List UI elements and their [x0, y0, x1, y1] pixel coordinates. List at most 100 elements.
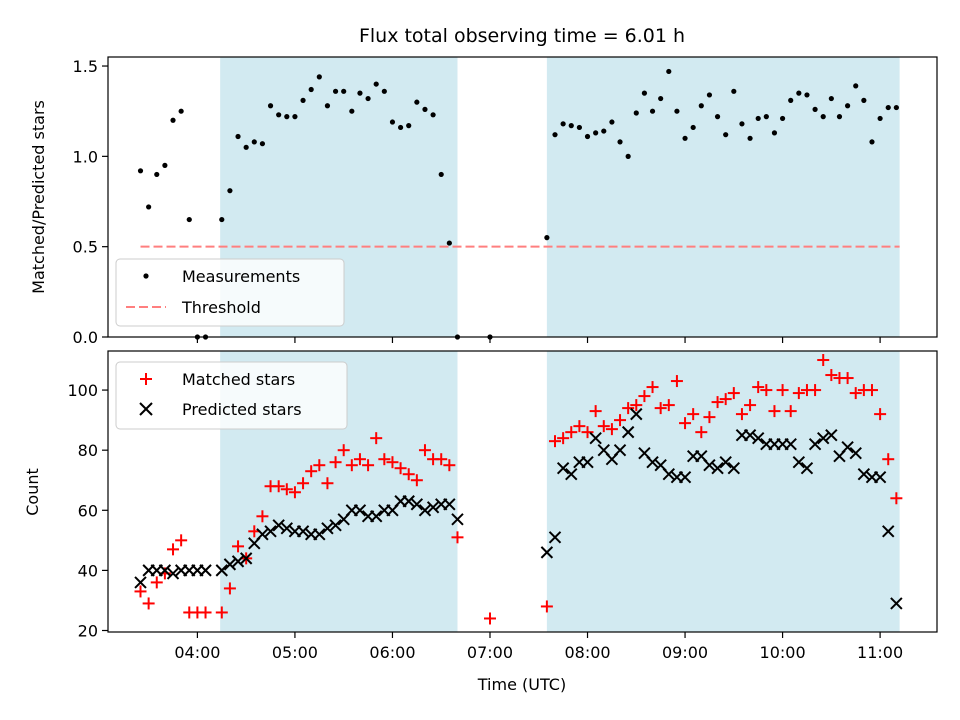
x-stroke — [239, 552, 253, 565]
measurement-point — [706, 92, 713, 98]
predicted-star-point — [239, 552, 253, 565]
measurement-point — [747, 135, 753, 141]
matched-star-point — [670, 375, 683, 388]
top-y-axis-label: Matched/Predicted stars — [29, 100, 48, 294]
x-stroke — [792, 455, 806, 469]
predicted-star-point — [678, 471, 692, 484]
measurement-point — [576, 124, 582, 131]
top-ytick-label: 1.0 — [73, 147, 98, 166]
matched-star-point — [662, 399, 675, 412]
measurement-point — [560, 121, 566, 127]
measurement-point — [877, 115, 883, 122]
measurement-point — [552, 132, 558, 138]
predicted-star-point — [556, 462, 570, 475]
matched-star-point — [719, 393, 732, 406]
x-stroke — [808, 437, 822, 451]
x-stroke — [199, 564, 212, 577]
x-stroke — [621, 425, 635, 439]
top-y-axis: 0.0 0.5 1.0 1.5 — [73, 57, 108, 347]
x-stroke — [264, 525, 277, 538]
top-plot-frame — [107, 56, 938, 338]
x-stroke — [719, 455, 732, 469]
measurement-point — [146, 204, 152, 210]
predicted-star-point — [215, 564, 228, 577]
x-stroke — [890, 597, 903, 610]
measurement-point — [649, 108, 656, 114]
matched-star-point — [622, 402, 635, 415]
matched-star-point — [809, 384, 822, 397]
predicted-star-point — [857, 468, 871, 481]
x-stroke — [321, 522, 334, 535]
matched-star-point — [776, 384, 789, 397]
predicted-star-point — [231, 555, 245, 568]
predicted-star-point — [199, 564, 212, 577]
matched-star-point — [321, 477, 334, 490]
x-stroke — [134, 576, 147, 589]
predicted-star-point — [873, 471, 887, 484]
predicted-star-point — [256, 528, 269, 541]
matched-star-point — [687, 408, 700, 421]
x-stroke — [410, 498, 424, 511]
top-ytick-label: 0.5 — [73, 238, 98, 257]
predicted-star-point — [134, 576, 147, 589]
bottom-ytick-label: 100 — [67, 381, 98, 400]
predicted-star-point — [751, 431, 765, 445]
predicted-star-point — [451, 513, 464, 526]
predicted-star-point — [621, 425, 635, 439]
matched-star-point — [134, 585, 147, 598]
matched-star-point — [735, 408, 748, 421]
predicted-star-point — [296, 525, 310, 538]
predicted-star-point — [313, 528, 326, 541]
matched-star-point — [386, 456, 399, 469]
matched-star-point — [703, 411, 716, 424]
predicted-star-point — [321, 522, 334, 535]
measurement-point — [243, 144, 249, 150]
measurement-point — [430, 112, 436, 118]
matched-star-point — [882, 453, 895, 466]
top-panel: 0.0 0.5 1.0 1.5 Matched/Predicted stars Mea… — [29, 56, 938, 347]
predicted-star-point — [548, 531, 562, 544]
measurement-point — [893, 104, 899, 111]
matched-star-point — [483, 612, 496, 625]
predicted-star-point — [849, 446, 862, 460]
x-stroke — [369, 510, 383, 523]
matched-star-point — [792, 387, 805, 400]
matched-stars-series — [134, 354, 903, 625]
predicted-star-point — [280, 522, 294, 535]
matched-star-point — [744, 399, 757, 412]
measurement-point — [259, 141, 266, 147]
bottom-ytick-label: 80 — [78, 441, 98, 460]
x-stroke — [703, 458, 716, 472]
measurement-point — [763, 114, 769, 120]
measurement-point — [178, 108, 184, 114]
measurement-point — [714, 114, 721, 120]
predicted-star-point — [646, 455, 659, 469]
measurement-point — [853, 83, 859, 89]
top-ytick-label: 0.0 — [73, 328, 98, 347]
predicted-star-point — [703, 458, 716, 472]
x-stroke — [695, 449, 708, 463]
matched-star-point — [711, 396, 724, 409]
predicted-star-point — [565, 468, 578, 481]
predicted-star-point — [166, 567, 180, 580]
matched-star-point — [841, 372, 854, 385]
matched-star-point — [175, 534, 188, 547]
matched-star-point — [865, 384, 878, 397]
matched-star-point — [345, 459, 358, 472]
matched-star-point — [199, 606, 212, 619]
matched-star-point — [215, 606, 228, 619]
x-stroke — [873, 471, 887, 484]
x-stroke — [817, 431, 830, 445]
measurement-point — [284, 114, 290, 120]
measurement-point — [292, 114, 298, 120]
bottom-xtick-label: 08:00 — [564, 643, 610, 662]
matched-star-point — [638, 390, 651, 403]
measurement-point — [788, 97, 794, 103]
matched-star-point — [557, 432, 570, 445]
measurement-point — [373, 81, 379, 87]
x-stroke — [743, 428, 757, 442]
matched-star-point — [825, 369, 838, 382]
measurement-point — [796, 90, 802, 96]
x-stroke — [565, 468, 578, 481]
